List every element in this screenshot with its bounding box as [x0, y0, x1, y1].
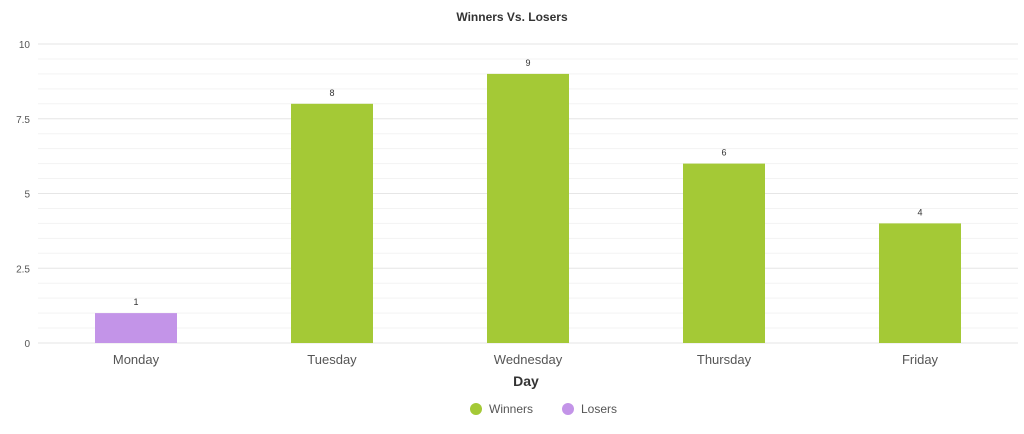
y-tick-label: 5 [24, 190, 30, 201]
x-tick-label: Wednesday [494, 352, 563, 367]
bars [95, 73, 961, 344]
data-label: 1 [133, 297, 138, 307]
data-label: 6 [721, 148, 726, 158]
y-axis: 0 2.5 5 7.5 10 [16, 40, 30, 350]
legend-label: Losers [581, 402, 617, 416]
data-labels: 1 8 9 6 4 [133, 58, 922, 307]
legend-marker [562, 403, 574, 415]
chart-title: Winners Vs. Losers [456, 10, 568, 24]
x-tick-label: Thursday [697, 352, 752, 367]
legend-item-losers: Losers [562, 402, 617, 416]
bar-winners-thursday [683, 163, 765, 343]
data-label: 4 [917, 207, 922, 217]
bar-losers-monday [95, 313, 177, 343]
y-tick-label: 7.5 [16, 115, 30, 126]
legend: Winners Losers [470, 402, 617, 416]
x-axis-title: Day [513, 373, 539, 389]
y-tick-label: 0 [24, 339, 30, 350]
data-label: 8 [329, 88, 334, 98]
y-tick-label: 2.5 [16, 264, 30, 275]
x-tick-label: Friday [902, 352, 939, 367]
x-tick-label: Tuesday [307, 352, 357, 367]
x-axis: Monday Tuesday Wednesday Thursday Friday [113, 352, 939, 367]
bar-winners-friday [879, 223, 961, 343]
x-tick-label: Monday [113, 352, 160, 367]
data-label: 9 [525, 58, 530, 68]
y-tick-label: 10 [19, 40, 31, 51]
bar-winners-tuesday [291, 103, 373, 343]
bar-winners-wednesday [487, 73, 569, 344]
legend-marker [470, 403, 482, 415]
legend-label: Winners [489, 402, 533, 416]
legend-item-winners: Winners [470, 402, 533, 416]
